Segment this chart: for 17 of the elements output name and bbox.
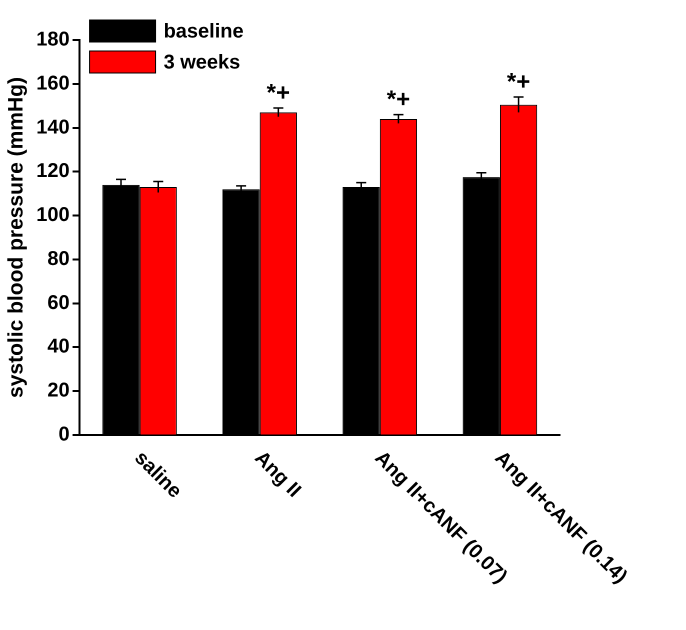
y-axis-title: systolic blood pressure (mmHg) [4,77,28,398]
y-tick-label: 160 [36,72,70,94]
annotation: *+ [386,86,410,114]
legend-label: 3 weeks [164,52,240,74]
y-tick-label: 120 [36,160,70,182]
y-tick-label: 80 [47,248,70,270]
y-tick-label: 180 [36,28,70,51]
annotation: *+ [266,80,290,107]
y-tick-label: 0 [58,424,70,446]
y-tick-label: 60 [47,292,70,314]
x-tick-label: Ang II [250,446,306,502]
y-tick-label: 140 [36,116,70,138]
y-tick-label: 40 [47,336,70,358]
legend-label: baseline [164,20,244,43]
annotation: *+ [506,68,530,96]
y-tick-label: 100 [36,204,70,226]
y-tick-label: 20 [47,380,70,402]
